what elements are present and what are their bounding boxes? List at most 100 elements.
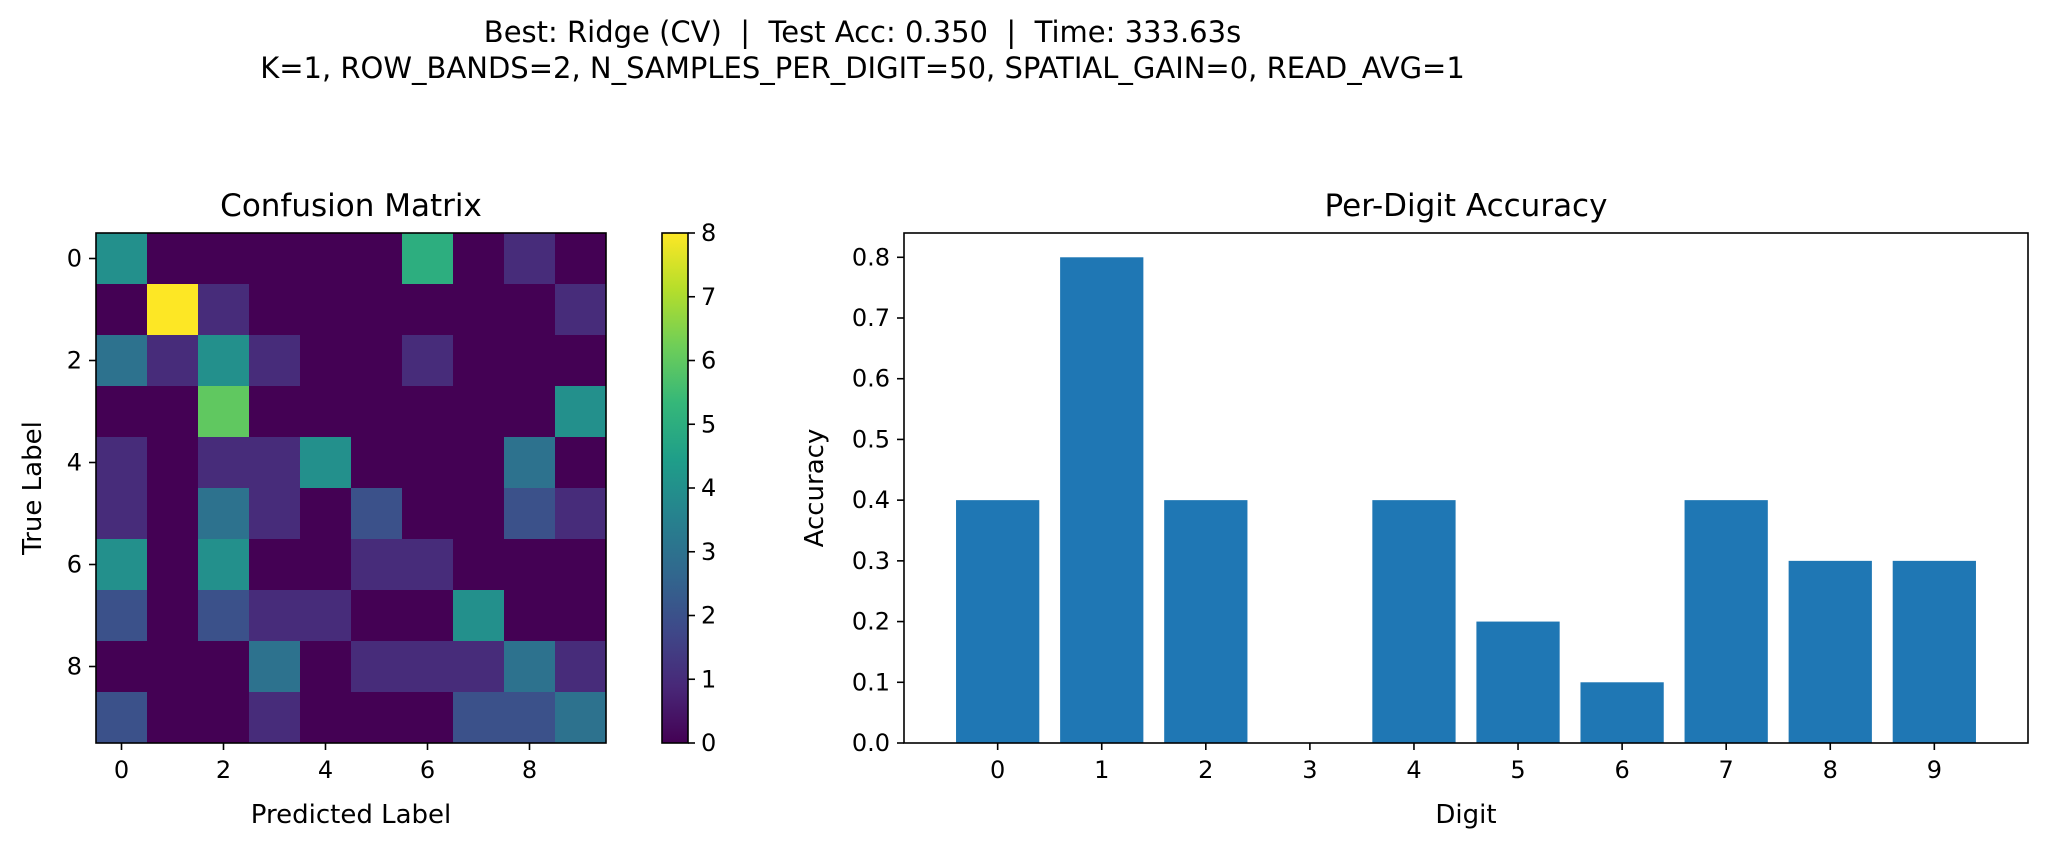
confusion-matrix-xlabel: Predicted Label bbox=[251, 800, 451, 830]
heatmap-cell bbox=[555, 233, 607, 285]
heatmap-cell bbox=[402, 641, 454, 693]
heatmap-cell bbox=[147, 590, 199, 642]
x-tick-label: 9 bbox=[1927, 756, 1942, 784]
heatmap-cell bbox=[402, 488, 454, 540]
heatmap-cell bbox=[147, 437, 199, 489]
heatmap-cell bbox=[453, 335, 505, 387]
bar-digit-8 bbox=[1788, 560, 1872, 743]
heatmap-cell bbox=[504, 386, 556, 438]
heatmap-cell bbox=[300, 590, 352, 642]
heatmap-cell bbox=[96, 590, 148, 642]
heatmap-cell bbox=[555, 488, 607, 540]
y-tick-label: 0.2 bbox=[852, 608, 890, 636]
y-tick-label: 0.5 bbox=[852, 425, 890, 453]
heatmap-cell bbox=[249, 335, 301, 387]
colorbar-tick-label: 0 bbox=[701, 729, 716, 757]
confusion-matrix-ylabel: True Label bbox=[18, 421, 48, 556]
heatmap-cell bbox=[453, 590, 505, 642]
heatmap-cell bbox=[555, 386, 607, 438]
x-tick-label: 5 bbox=[1510, 756, 1525, 784]
heatmap-cell bbox=[96, 692, 148, 744]
heatmap-cell bbox=[198, 233, 250, 285]
heatmap-cell bbox=[198, 386, 250, 438]
heatmap-cell bbox=[198, 335, 250, 387]
colorbar-tick-label: 2 bbox=[701, 602, 716, 630]
heatmap-cell bbox=[351, 488, 403, 540]
heatmap-cell bbox=[453, 488, 505, 540]
heatmap-cell bbox=[504, 488, 556, 540]
bar-digit-7 bbox=[1684, 500, 1768, 743]
figure-suptitle-line-1: Best: Ridge (CV) | Test Acc: 0.350 | Tim… bbox=[483, 15, 1242, 49]
y-tick-label: 4 bbox=[67, 449, 82, 477]
colorbar-ticks: 0 1 2 3 4 5 6 7 8 bbox=[688, 219, 716, 757]
bar-chart-title: Per-Digit Accuracy bbox=[1325, 188, 1608, 224]
heatmap-cell bbox=[198, 437, 250, 489]
x-tick-label: 2 bbox=[1198, 756, 1213, 784]
x-tick-label: 8 bbox=[1823, 756, 1838, 784]
colorbar-tick-label: 4 bbox=[701, 474, 716, 502]
heatmap-cell bbox=[96, 233, 148, 285]
bar-digit-6 bbox=[1580, 682, 1664, 743]
y-tick-label: 0.6 bbox=[852, 365, 890, 393]
heatmap-cell bbox=[198, 692, 250, 744]
heatmap-cell bbox=[504, 233, 556, 285]
heatmap-cell bbox=[555, 641, 607, 693]
heatmap-cell bbox=[555, 335, 607, 387]
heatmap-cell bbox=[198, 488, 250, 540]
bar-digit-2 bbox=[1164, 500, 1248, 743]
heatmap-cell bbox=[402, 386, 454, 438]
y-tick-label: 0.0 bbox=[852, 729, 890, 757]
heatmap-cell bbox=[300, 488, 352, 540]
colorbar-tick-label: 1 bbox=[701, 665, 716, 693]
heatmap-cell bbox=[198, 539, 250, 591]
y-tick-label: 0 bbox=[67, 245, 82, 273]
colorbar-gradient bbox=[662, 233, 688, 743]
y-tick-label: 0.1 bbox=[852, 668, 890, 696]
bar-digit-0 bbox=[956, 500, 1040, 743]
heatmap-cell bbox=[453, 437, 505, 489]
heatmap-cell bbox=[351, 590, 403, 642]
confusion-matrix-y-ticks: 0 2 4 6 8 bbox=[67, 245, 96, 681]
heatmap-cell bbox=[555, 692, 607, 744]
y-tick-label: 6 bbox=[67, 551, 82, 579]
heatmap-cell bbox=[249, 539, 301, 591]
y-tick-label: 8 bbox=[67, 653, 82, 681]
heatmap-cell bbox=[249, 386, 301, 438]
heatmap-cell bbox=[96, 437, 148, 489]
heatmap-cell bbox=[504, 335, 556, 387]
heatmap-cell bbox=[198, 641, 250, 693]
x-tick-label: 1 bbox=[1094, 756, 1109, 784]
bar-chart-x-ticks: 0 1 2 3 4 5 6 7 8 9 bbox=[990, 743, 1942, 784]
heatmap-cell bbox=[147, 386, 199, 438]
bar-chart-frame bbox=[903, 232, 2029, 744]
heatmap-cell bbox=[453, 284, 505, 336]
confusion-matrix-title: Confusion Matrix bbox=[220, 188, 482, 224]
heatmap-cell bbox=[300, 284, 352, 336]
heatmap-cell bbox=[96, 284, 148, 336]
heatmap-cell bbox=[402, 335, 454, 387]
bar-chart-ylabel: Accuracy bbox=[800, 429, 830, 548]
heatmap-cell bbox=[96, 335, 148, 387]
heatmap-cell bbox=[453, 233, 505, 285]
heatmap-cell bbox=[402, 539, 454, 591]
heatmap-cell bbox=[249, 437, 301, 489]
bar-chart-y-ticks: 0.0 0.1 0.2 0.3 0.4 0.5 0.6 0.7 0.8 bbox=[852, 243, 904, 757]
heatmap-cell bbox=[249, 692, 301, 744]
heatmap-cell bbox=[249, 590, 301, 642]
colorbar-tick-label: 8 bbox=[701, 219, 716, 247]
heatmap-cell bbox=[351, 437, 403, 489]
heatmap-cell bbox=[504, 539, 556, 591]
figure-suptitle-line-2: K=1, ROW_BANDS=2, N_SAMPLES_PER_DIGIT=50… bbox=[260, 51, 1465, 85]
heatmap-cell bbox=[351, 335, 403, 387]
heatmap-cell bbox=[555, 539, 607, 591]
heatmap-cell bbox=[147, 539, 199, 591]
heatmap-cell bbox=[504, 437, 556, 489]
heatmap-cell bbox=[147, 641, 199, 693]
heatmap-cell bbox=[96, 539, 148, 591]
heatmap-cell bbox=[249, 488, 301, 540]
heatmap-cell bbox=[402, 692, 454, 744]
heatmap-cell bbox=[402, 590, 454, 642]
